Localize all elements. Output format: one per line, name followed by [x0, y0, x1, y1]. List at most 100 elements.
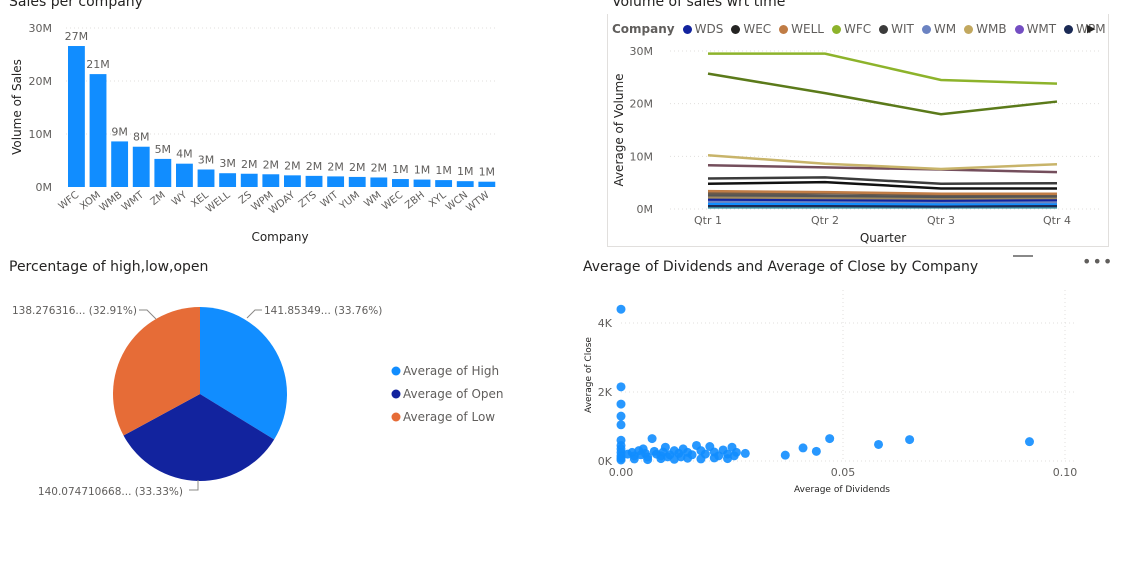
scatter-point — [1024, 437, 1034, 447]
x-tick-label: Qtr 4 — [1043, 214, 1071, 227]
bar — [197, 169, 215, 187]
series-line — [707, 180, 1057, 190]
pie-chart-panel: Percentage of high,low,open 141.85349...… — [0, 250, 560, 563]
bar — [435, 180, 453, 187]
scatter-point — [660, 442, 670, 452]
series-line — [707, 154, 1058, 171]
y-tick-label: 0M — [36, 181, 53, 194]
y-tick-label: 0M — [637, 203, 654, 216]
legend-marker-icon — [1064, 24, 1074, 34]
data-label: 3M — [219, 157, 236, 170]
slice-label: 138.276316... (32.91%) — [12, 305, 137, 317]
bar — [240, 173, 258, 187]
scatter-point — [647, 434, 657, 444]
legend-marker-icon — [1014, 24, 1024, 34]
data-label: 1M — [414, 164, 431, 177]
x-tick-label: YUM — [337, 190, 362, 213]
y-tick-label: 10M — [630, 150, 654, 163]
line-chart-frame — [607, 14, 1109, 247]
y-tick-label: 2K — [598, 386, 613, 399]
legend-title: Company — [612, 22, 675, 36]
bar — [132, 146, 150, 187]
scatter-chart: 0K 2K 4K 0.00 0.05 0.10 Average of Dividends Av… — [584, 290, 1078, 495]
x-tick-label: Qtr 1 — [694, 214, 722, 227]
legend-item[interactable]: WDS — [682, 22, 723, 36]
series-line — [707, 72, 1058, 116]
x-tick-label: Qtr 2 — [811, 214, 839, 227]
bar — [413, 179, 431, 187]
scatter-point — [629, 454, 639, 464]
leader-line — [139, 309, 157, 320]
data-label: 9M — [111, 125, 128, 138]
legend-marker-icon — [779, 24, 789, 34]
data-label: 2M — [327, 160, 344, 173]
pie-chart-title: Percentage of high,low,open — [9, 259, 209, 275]
scatter-point — [616, 304, 626, 314]
slice-label: 141.85349... (33.76%) — [264, 305, 382, 317]
data-label: 3M — [198, 154, 215, 167]
leader-line — [189, 480, 199, 491]
legend-item[interactable]: WEC — [731, 22, 771, 36]
bar — [284, 175, 301, 187]
y-tick-label: 0K — [598, 455, 613, 468]
scatter-point — [709, 453, 719, 463]
legend-label: WIT — [891, 22, 914, 36]
bar — [327, 176, 345, 187]
y-tick-label: 20M — [630, 98, 654, 111]
series-line — [707, 164, 1058, 174]
x-axis-title: Company — [251, 230, 308, 244]
scatter-point — [905, 435, 915, 445]
x-tick-label: 0.10 — [1053, 466, 1078, 479]
data-label: 8M — [133, 131, 150, 144]
legend-marker-icon — [964, 24, 974, 34]
scatter-point — [696, 454, 706, 464]
pie-slice — [200, 307, 287, 440]
data-label: 1M — [392, 163, 409, 176]
scatter-point — [723, 454, 733, 464]
data-label: 2M — [349, 161, 366, 174]
x-tick-label: 0.00 — [609, 466, 634, 479]
x-tick-label: WY — [170, 189, 190, 208]
bar-chart-panel: Sales per company 0M 10M 20M 30M 27M WFC 21M XO… — [0, 0, 540, 250]
legend-item[interactable]: WMT — [1014, 22, 1057, 36]
scatter-point — [780, 450, 790, 460]
data-label: 1M — [435, 164, 452, 177]
legend-label: WM — [933, 22, 957, 36]
x-tick-label: ZBH — [403, 190, 427, 212]
bar — [154, 158, 172, 187]
legend-item[interactable]: WFC — [832, 22, 871, 36]
data-label: 1M — [457, 165, 474, 178]
legend-item[interactable]: WIT — [879, 22, 914, 36]
y-axis-title: Volume of Sales — [10, 59, 24, 155]
x-axis-title: Quarter — [860, 231, 906, 245]
legend-item[interactable]: WMB — [964, 22, 1007, 36]
x-tick-label: WEC — [380, 190, 405, 213]
bar — [68, 46, 85, 187]
scatter-point — [616, 399, 626, 409]
data-label: 4M — [176, 148, 193, 161]
scatter-point — [683, 453, 693, 463]
scatter-point — [643, 455, 653, 465]
legend-marker-icon — [921, 24, 931, 34]
data-label: 2M — [241, 158, 258, 171]
bar — [219, 173, 237, 187]
line-chart-title: Volume of sales wrt time — [612, 0, 786, 10]
line-chart: 0M 10M 20M 30M Qtr 1 Qtr 2 Qtr 3 Qtr 4 Quarter Av… — [612, 45, 1100, 245]
legend-item[interactable]: WELL — [779, 22, 824, 36]
more-options-icon[interactable]: ••• — [1082, 252, 1114, 271]
series-line — [707, 176, 1058, 185]
slice-label: 140.074710668... (33.33%) — [38, 486, 183, 498]
legend-marker-icon — [391, 366, 401, 376]
legend-next-arrow[interactable]: ▶ — [1087, 22, 1096, 35]
legend-item[interactable]: WM — [921, 22, 957, 36]
legend-label: WMT — [1026, 22, 1057, 36]
x-tick-label: WELL — [204, 189, 233, 215]
y-tick-label: 4K — [598, 317, 613, 330]
legend-item[interactable]: WPM — [1064, 22, 1106, 36]
data-label: 2M — [306, 160, 323, 173]
data-label: 1M — [479, 166, 496, 179]
resize-handle[interactable] — [1013, 255, 1033, 257]
x-tick-label: WFC — [57, 190, 82, 213]
data-label: 2M — [284, 159, 301, 172]
scatter-chart-panel: Average of Dividends and Average of Clos… — [575, 250, 1148, 563]
